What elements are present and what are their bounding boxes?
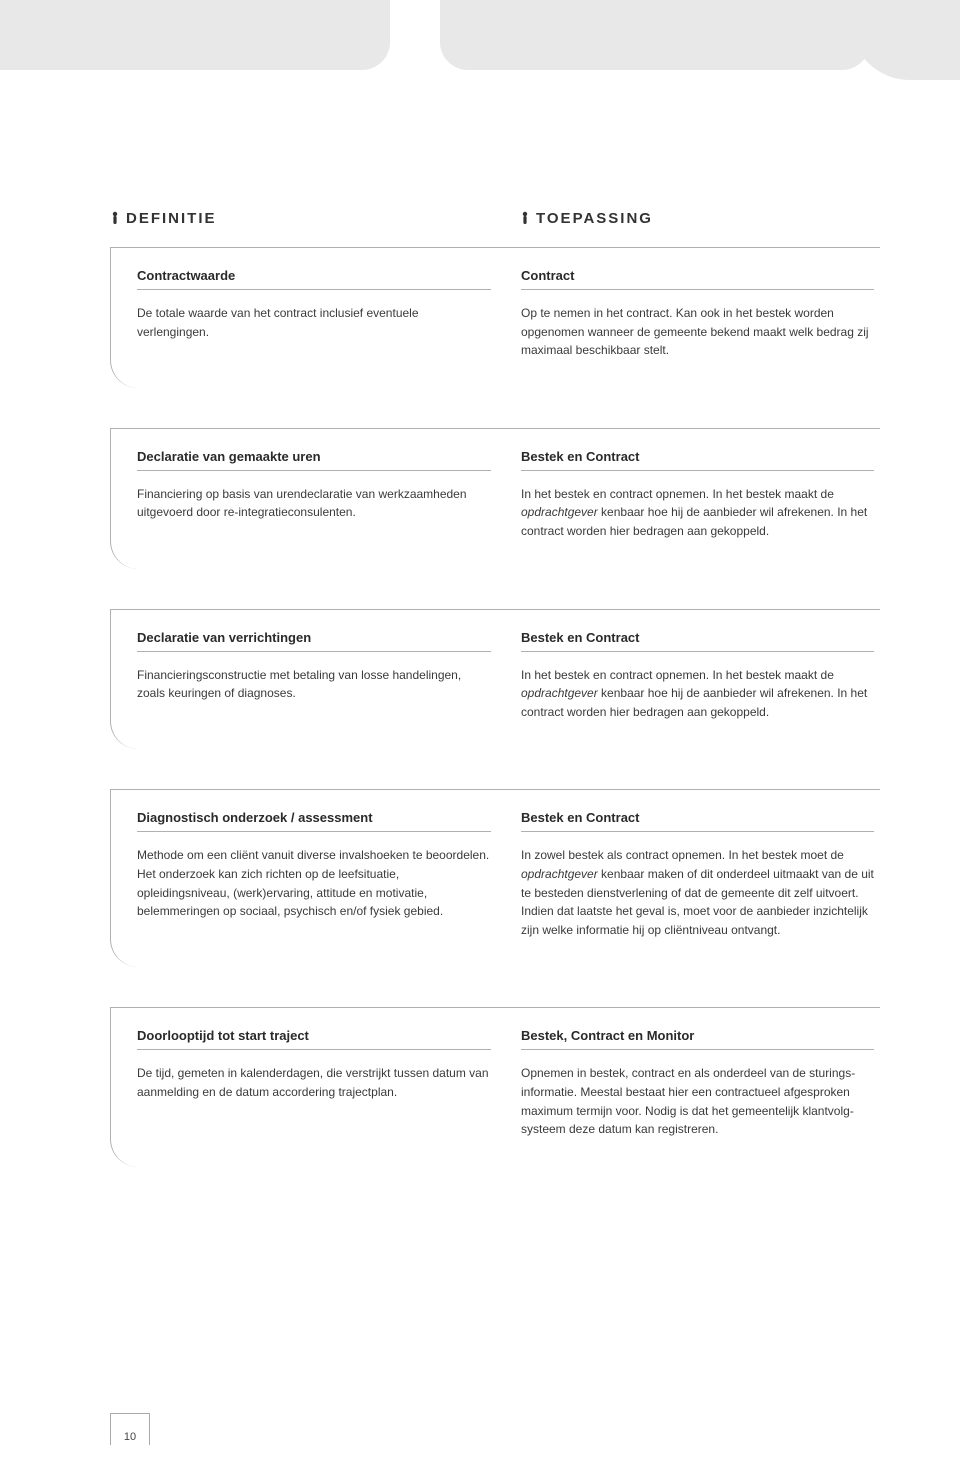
term-title: Diagnostisch onderzoek / assessment — [137, 810, 491, 832]
definition-card: Contractwaarde De totale waarde van het c… — [110, 247, 880, 388]
term-title: Bestek en Contract — [521, 449, 874, 471]
card-row: Declaratie van verrichtingen Financiering… — [137, 630, 880, 722]
heading-toepassing-label: TOEPASSING — [536, 210, 653, 227]
heading-definitie-label: DEFINITIE — [126, 210, 217, 227]
term-body: Methode om een cliënt vanuit diverse inv… — [137, 846, 491, 920]
term-body: In het bestek en contract opnemen. In he… — [521, 666, 874, 722]
term-title: Bestek, Contract en Monitor — [521, 1028, 874, 1050]
card-left-cell: Doorlooptijd tot start traject De tijd, g… — [137, 1028, 521, 1138]
card-row: Declaratie van gemaakte uren Financiering… — [137, 449, 880, 541]
bullet-icon — [110, 211, 120, 227]
card-right-cell: Bestek en Contract In het bestek en contr… — [521, 630, 880, 722]
cards-container: Contractwaarde De totale waarde van het c… — [110, 247, 880, 1167]
card-right-cell: Bestek en Contract In het bestek en contr… — [521, 449, 880, 541]
card-left-cell: Declaratie van gemaakte uren Financiering… — [137, 449, 521, 541]
bullet-icon — [520, 211, 530, 227]
card-left-cell: Declaratie van verrichtingen Financiering… — [137, 630, 521, 722]
term-title: Bestek en Contract — [521, 810, 874, 832]
term-title: Bestek en Contract — [521, 630, 874, 652]
definition-card: Declaratie van gemaakte uren Financiering… — [110, 428, 880, 569]
column-headings: DEFINITIE TOEPASSING — [110, 210, 880, 227]
term-title: Doorlooptijd tot start traject — [137, 1028, 491, 1050]
card-right-cell: Contract Op te nemen in het contract. Kan… — [521, 268, 880, 360]
term-body: Op te nemen in het contract. Kan ook in … — [521, 304, 874, 360]
document-page: DEFINITIE TOEPASSING Contractwaarde De to… — [0, 0, 960, 1469]
card-row: Diagnostisch onderzoek / assessment Metho… — [137, 810, 880, 939]
content-area: DEFINITIE TOEPASSING Contractwaarde De to… — [0, 80, 960, 1167]
term-body: Opnemen in bestek, contract en als onder… — [521, 1064, 874, 1138]
card-row: Contractwaarde De totale waarde van het c… — [137, 268, 880, 360]
page-number: 10 — [110, 1413, 150, 1445]
definition-card: Declaratie van verrichtingen Financiering… — [110, 609, 880, 750]
term-body: Financieringsconstructie met betaling va… — [137, 666, 491, 703]
term-body: In zowel bestek als contract opnemen. In… — [521, 846, 874, 939]
heading-toepassing: TOEPASSING — [520, 210, 880, 227]
term-body: De tijd, gemeten in kalenderdagen, die v… — [137, 1064, 491, 1101]
term-body: De totale waarde van het contract inclus… — [137, 304, 491, 341]
top-tab-1 — [0, 0, 390, 70]
top-tabs — [0, 0, 960, 80]
card-left-cell: Diagnostisch onderzoek / assessment Metho… — [137, 810, 521, 939]
term-title: Contract — [521, 268, 874, 290]
definition-card: Diagnostisch onderzoek / assessment Metho… — [110, 789, 880, 967]
card-left-cell: Contractwaarde De totale waarde van het c… — [137, 268, 521, 360]
definition-card: Doorlooptijd tot start traject De tijd, g… — [110, 1007, 880, 1166]
top-corner — [850, 0, 960, 80]
top-tab-2 — [440, 0, 870, 70]
card-right-cell: Bestek, Contract en Monitor Opnemen in be… — [521, 1028, 880, 1138]
heading-definitie: DEFINITIE — [110, 210, 520, 227]
card-row: Doorlooptijd tot start traject De tijd, g… — [137, 1028, 880, 1138]
term-title: Declaratie van gemaakte uren — [137, 449, 491, 471]
term-body: In het bestek en contract opnemen. In he… — [521, 485, 874, 541]
term-title: Declaratie van verrichtingen — [137, 630, 491, 652]
page-number-value: 10 — [124, 1431, 136, 1443]
card-right-cell: Bestek en Contract In zowel bestek als co… — [521, 810, 880, 939]
term-title: Contractwaarde — [137, 268, 491, 290]
term-body: Financiering op basis van urendeclaratie… — [137, 485, 491, 522]
